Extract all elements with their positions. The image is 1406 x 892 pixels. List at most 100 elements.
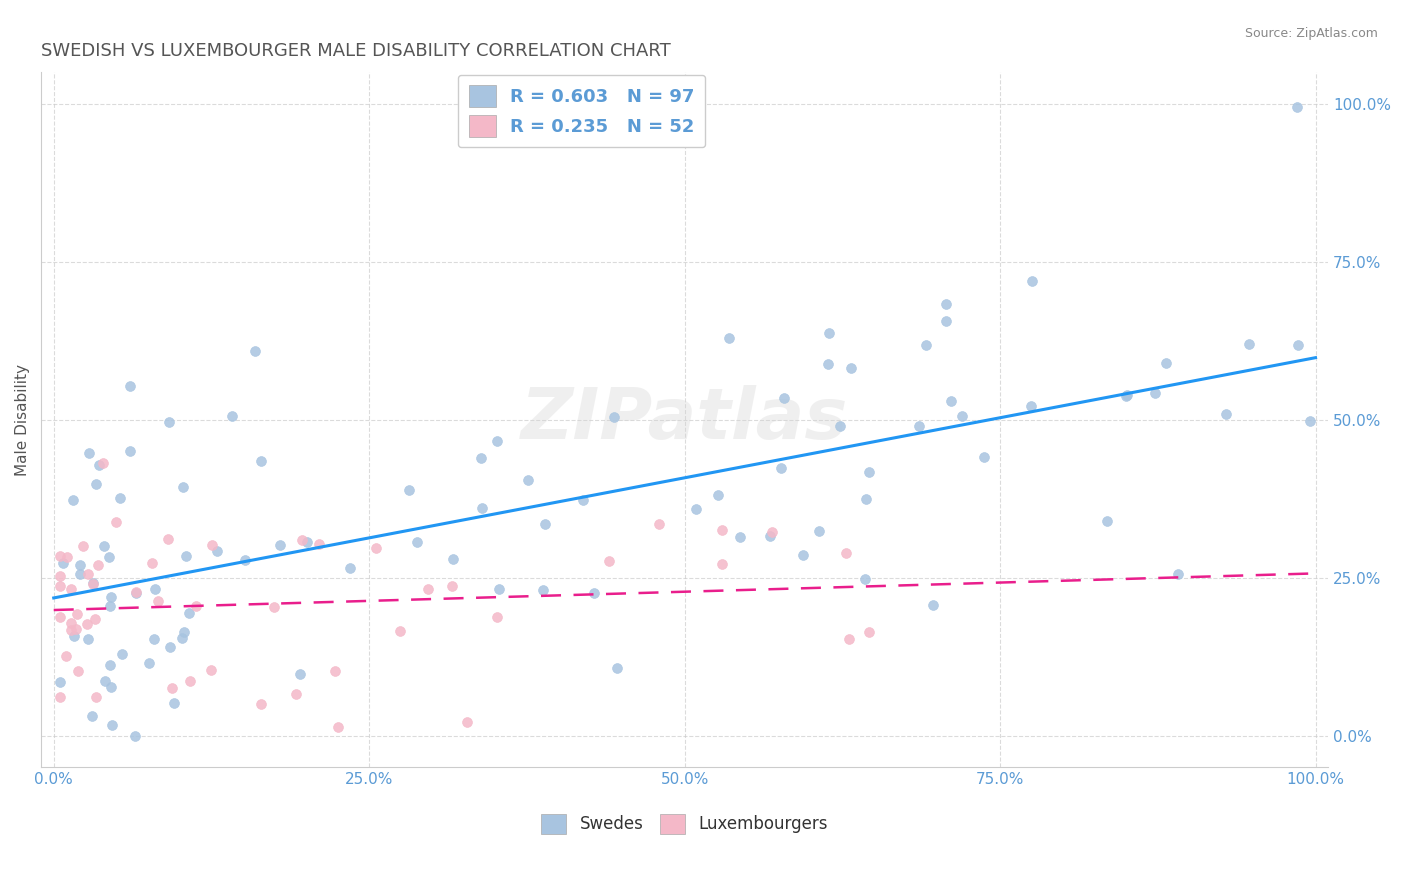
Point xyxy=(66,607,89,621)
Point xyxy=(146,594,169,608)
Point xyxy=(1115,389,1137,403)
Point xyxy=(818,326,841,341)
Point xyxy=(172,480,194,494)
Point xyxy=(170,631,193,645)
Point xyxy=(173,625,195,640)
Point xyxy=(49,569,72,583)
Point xyxy=(108,491,131,505)
Point xyxy=(177,606,200,620)
Point xyxy=(77,445,100,459)
Point xyxy=(159,640,181,654)
Point xyxy=(49,579,72,593)
Point xyxy=(156,532,179,546)
Point xyxy=(406,535,429,549)
Point xyxy=(1115,388,1137,402)
Point xyxy=(647,517,669,532)
Point xyxy=(62,493,84,508)
Point xyxy=(1021,274,1043,288)
Point xyxy=(770,460,793,475)
Legend: Swedes, Luxembourgers: Swedes, Luxembourgers xyxy=(533,805,837,842)
Point xyxy=(98,549,121,564)
Point xyxy=(572,492,595,507)
Point xyxy=(100,680,122,694)
Point xyxy=(143,632,166,646)
Point xyxy=(55,549,77,564)
Point xyxy=(853,572,876,586)
Point xyxy=(233,553,256,567)
Point xyxy=(69,566,91,581)
Point xyxy=(858,625,880,640)
Point xyxy=(59,616,82,631)
Point xyxy=(94,673,117,688)
Point xyxy=(1215,408,1237,422)
Point xyxy=(65,622,87,636)
Point xyxy=(583,585,606,599)
Point xyxy=(290,666,312,681)
Point xyxy=(49,674,72,689)
Point xyxy=(201,538,224,552)
Point xyxy=(516,473,538,487)
Point xyxy=(84,476,107,491)
Point xyxy=(76,632,98,646)
Point xyxy=(284,687,307,701)
Point xyxy=(125,585,148,599)
Point xyxy=(297,534,319,549)
Point xyxy=(603,409,626,424)
Point xyxy=(835,546,858,560)
Point xyxy=(120,444,142,458)
Point xyxy=(84,612,107,626)
Point xyxy=(1097,514,1119,528)
Point xyxy=(250,697,273,711)
Point xyxy=(98,658,121,673)
Point xyxy=(389,624,412,638)
Point xyxy=(973,450,995,464)
Point xyxy=(91,456,114,470)
Point xyxy=(125,584,148,599)
Point xyxy=(456,715,478,730)
Point xyxy=(100,590,122,604)
Point xyxy=(184,599,207,613)
Point xyxy=(710,557,733,571)
Point xyxy=(163,696,186,710)
Point xyxy=(221,409,243,423)
Point xyxy=(141,556,163,570)
Point xyxy=(1019,399,1042,413)
Point xyxy=(245,343,267,358)
Point xyxy=(828,418,851,433)
Text: Source: ZipAtlas.com: Source: ZipAtlas.com xyxy=(1244,27,1378,40)
Point xyxy=(174,549,197,563)
Point xyxy=(1237,337,1260,351)
Point xyxy=(76,617,98,632)
Point xyxy=(82,576,104,591)
Point xyxy=(84,690,107,704)
Point xyxy=(82,576,104,591)
Point xyxy=(49,549,72,563)
Point xyxy=(1285,100,1308,114)
Point xyxy=(939,393,962,408)
Point xyxy=(250,454,273,468)
Point xyxy=(59,582,82,596)
Point xyxy=(598,554,620,568)
Point xyxy=(179,673,201,688)
Point xyxy=(606,661,628,675)
Point xyxy=(486,434,509,449)
Point xyxy=(104,515,127,529)
Point xyxy=(60,623,83,637)
Point xyxy=(291,533,314,547)
Point xyxy=(534,516,557,531)
Point xyxy=(855,492,877,507)
Point xyxy=(1286,338,1309,352)
Point xyxy=(157,416,180,430)
Point xyxy=(858,465,880,479)
Point xyxy=(308,536,330,550)
Point xyxy=(69,558,91,572)
Point xyxy=(922,599,945,613)
Point xyxy=(817,357,839,371)
Point xyxy=(263,599,285,614)
Point xyxy=(914,338,936,352)
Point xyxy=(935,296,957,310)
Point xyxy=(1144,386,1167,401)
Point xyxy=(533,582,555,597)
Point xyxy=(717,331,740,345)
Point xyxy=(398,483,420,498)
